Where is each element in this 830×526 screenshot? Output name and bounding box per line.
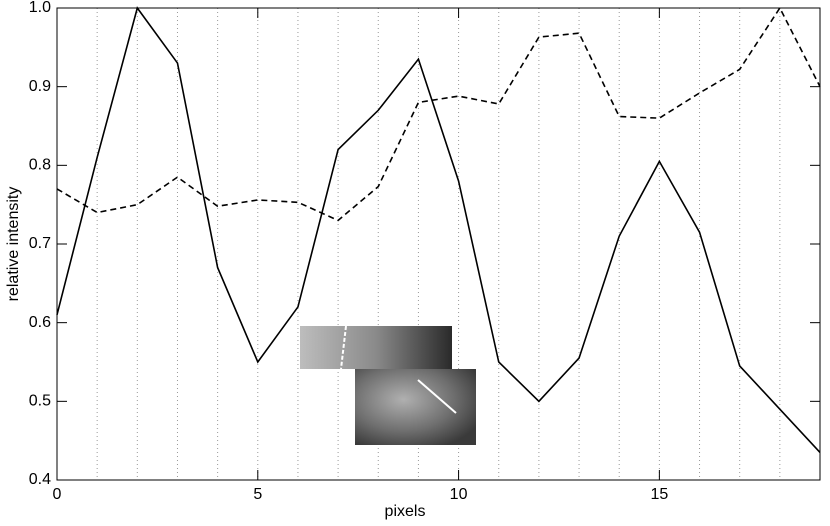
y-tick-label: 0.4 <box>29 471 51 488</box>
y-tick-label: 0.7 <box>29 235 51 252</box>
inset-image <box>300 325 476 445</box>
y-tick-label: 1.0 <box>29 0 51 16</box>
image-marker <box>417 379 457 414</box>
plot-area: 0 5 10 15 0.4 0.5 0.6 0.7 0.8 0.9 1.0 <box>29 0 821 503</box>
image-patch <box>300 326 452 369</box>
y-tick-label: 0.6 <box>29 314 51 331</box>
image-marker <box>340 325 347 370</box>
x-tick-label: 10 <box>450 486 468 503</box>
x-tick-label: 0 <box>53 486 62 503</box>
y-tick-label: 0.9 <box>29 78 51 95</box>
y-tick-label: 0.8 <box>29 157 51 174</box>
image-patch <box>355 369 476 445</box>
axes-frame <box>56 7 821 481</box>
data-line <box>56 6 821 222</box>
x-tick-label: 15 <box>650 486 668 503</box>
x-tick-label: 5 <box>253 486 262 503</box>
data-line <box>56 6 821 454</box>
y-tick-label: 0.5 <box>29 393 51 410</box>
x-axis-label: pixels <box>385 503 426 520</box>
y-axis-label: relative intensity <box>5 187 22 302</box>
